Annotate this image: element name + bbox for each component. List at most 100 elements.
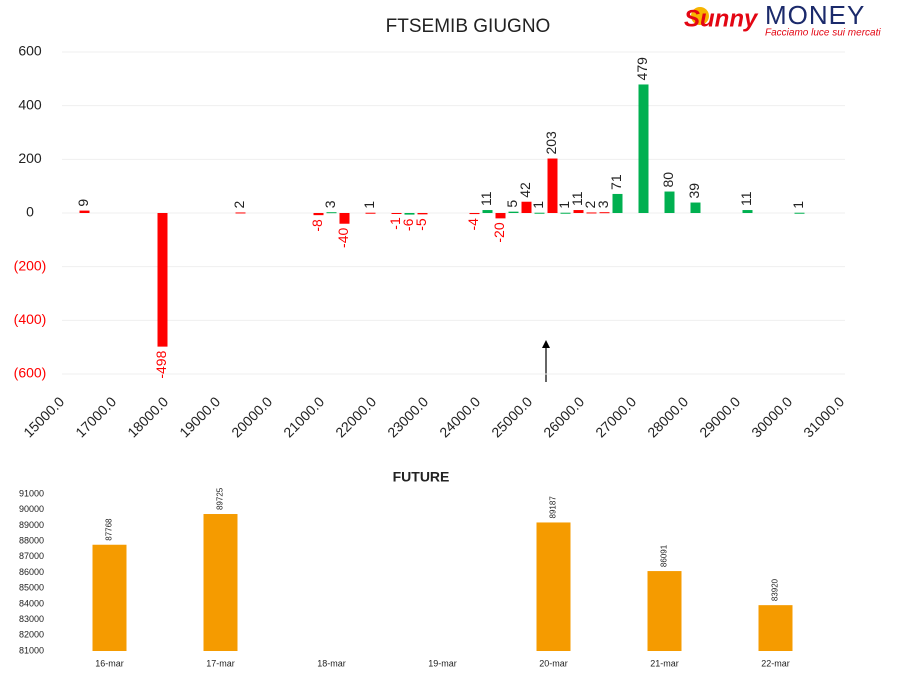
y-tick-label: 89000: [19, 520, 44, 530]
y-tick-label: (400): [14, 311, 47, 327]
bar: [612, 193, 623, 213]
data-label: 203: [543, 131, 559, 155]
x-tick-label: 30000.0: [748, 393, 795, 440]
y-tick-label: 600: [18, 43, 42, 59]
y-tick-label: 85000: [19, 583, 44, 593]
bar: [521, 201, 532, 213]
bar: [690, 202, 701, 213]
data-label: -6: [400, 218, 416, 231]
data-label: 39: [686, 183, 702, 199]
x-tick-label: 17000.0: [72, 393, 119, 440]
data-label: 11: [478, 191, 494, 206]
x-tick-label: 25000.0: [488, 393, 535, 440]
data-label: 86091: [660, 544, 669, 567]
x-tick-label: 18000.0: [124, 393, 171, 440]
logo-tagline: Facciamo luce sui mercati: [765, 28, 881, 39]
y-tick-label: (200): [14, 257, 47, 273]
data-label: 83920: [771, 578, 780, 601]
data-label: -5: [413, 218, 429, 231]
data-label: 1: [556, 201, 572, 209]
bar: [534, 212, 545, 214]
data-label: 89725: [216, 487, 225, 510]
data-label: 89187: [549, 496, 558, 519]
x-tick-label: 19000.0: [176, 393, 223, 440]
x-tick-label: 23000.0: [384, 393, 431, 440]
y-tick-label: 88000: [19, 535, 44, 545]
data-label: 2: [582, 200, 598, 208]
data-label: 42: [517, 182, 533, 198]
bar: [326, 212, 337, 214]
data-label: -8: [309, 219, 325, 232]
chart-title: FTSEMIB GIUGNO: [386, 16, 551, 37]
bar: [495, 213, 506, 219]
bar: [586, 212, 597, 214]
data-label: -40: [335, 228, 351, 248]
bar: [313, 213, 324, 216]
x-tick-label: 15000.0: [20, 393, 67, 440]
bar: [599, 212, 610, 214]
x-tick-label: 21000.0: [280, 393, 327, 440]
bar: [742, 210, 753, 213]
x-tick-label: 26000.0: [540, 393, 587, 440]
data-label: 80: [660, 172, 676, 188]
bar: [758, 605, 793, 651]
x-tick-label: 27000.0: [592, 393, 639, 440]
logo-brand: Sunny: [684, 5, 759, 32]
data-label: -1: [387, 217, 403, 230]
x-tick-label: 18-mar: [317, 658, 346, 668]
data-label: 11: [738, 191, 754, 206]
x-tick-label: 29000.0: [696, 393, 743, 440]
data-label: 1: [361, 201, 377, 209]
x-tick-label: 22-mar: [761, 658, 790, 668]
y-tick-label: 200: [18, 150, 42, 166]
logo-name: MONEY: [765, 0, 865, 30]
data-label: 1: [790, 201, 806, 209]
y-tick-label: 400: [18, 96, 42, 112]
bar: [365, 212, 376, 214]
chart-title: FUTURE: [393, 469, 450, 485]
x-tick-label: 16-mar: [95, 658, 124, 668]
bar: [560, 212, 571, 214]
data-label: 3: [322, 200, 338, 208]
x-tick-label: 17-mar: [206, 658, 235, 668]
data-label: 5: [504, 200, 520, 208]
x-tick-label: 28000.0: [644, 393, 691, 440]
bar: [547, 158, 558, 213]
bar: [536, 522, 571, 651]
data-label: 71: [608, 174, 624, 190]
bar: [79, 210, 90, 213]
data-label: 87768: [105, 518, 114, 541]
data-label: 9: [75, 199, 91, 207]
y-tick-label: 91000: [19, 488, 44, 498]
bar: [391, 213, 402, 214]
y-tick-label: 82000: [19, 630, 44, 640]
x-tick-label: 20-mar: [539, 658, 568, 668]
data-label: -20: [491, 222, 507, 242]
bar: [573, 210, 584, 213]
data-label: 11: [569, 191, 585, 206]
bar: [404, 213, 415, 215]
arrow-head: [542, 340, 550, 348]
data-label: 2: [231, 200, 247, 208]
bar: [235, 212, 246, 214]
x-tick-label: 22000.0: [332, 393, 379, 440]
x-tick-label: 19-mar: [428, 658, 457, 668]
y-tick-label: 81000: [19, 645, 44, 655]
bar: [647, 571, 682, 651]
data-label: 3: [595, 200, 611, 208]
bar: [482, 210, 493, 213]
x-tick-label: 24000.0: [436, 393, 483, 440]
data-label: 1: [530, 201, 546, 209]
bar: [203, 514, 238, 651]
data-label: 479: [634, 57, 650, 81]
bar: [638, 84, 649, 214]
bar: [417, 213, 428, 215]
logo: Sunny MONEY Facciamo luce sui mercati: [684, 0, 881, 39]
bar: [469, 213, 480, 215]
bar: [508, 211, 519, 213]
bar: [157, 213, 168, 347]
y-tick-label: 83000: [19, 614, 44, 624]
y-tick-label: (600): [14, 365, 47, 381]
y-tick-label: 0: [26, 204, 34, 220]
